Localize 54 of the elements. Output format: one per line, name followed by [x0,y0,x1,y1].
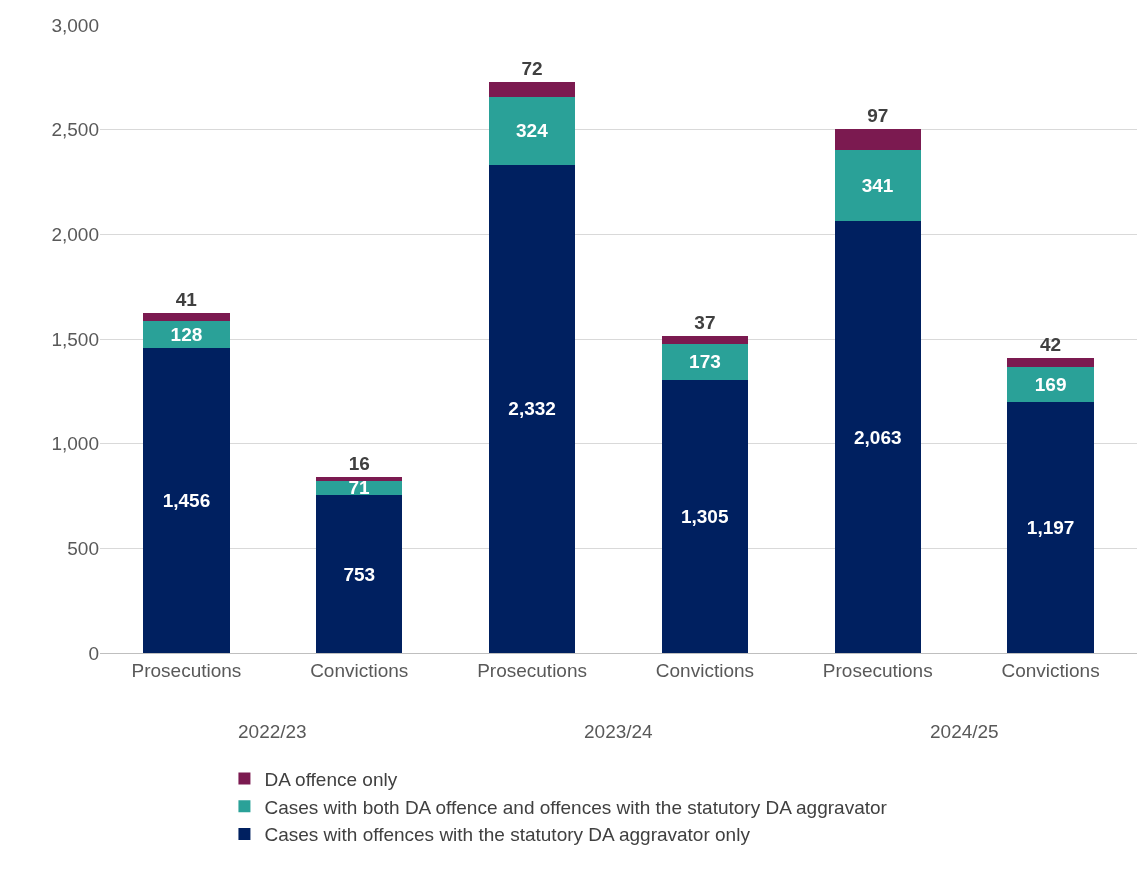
data-label: 41 [175,288,198,310]
x-tick-label: Prosecutions [477,659,587,681]
text: 2024/25 [930,721,999,742]
data-label: 71 [348,477,371,499]
bar [488,164,576,653]
x-tick-label: Prosecutions [131,659,242,681]
text: 2023/24 [584,721,654,742]
data-label: 341 [861,174,894,196]
bar [143,348,230,653]
bar [1007,367,1094,403]
legend-label: DA offence only [264,769,398,791]
x-tick-label: Prosecutions [822,659,933,681]
data-label: 1,305 [680,505,729,527]
bar [1007,402,1094,653]
x-tick-label: Convictions [1001,659,1100,681]
data-label: 16 [348,453,370,475]
bar [834,221,921,653]
y-tick-label: 2,000 [51,223,99,245]
bar [661,335,749,344]
bar [316,477,403,481]
x-tick-label: Convictions [655,659,755,681]
x-tick-label: Convictions [310,659,409,681]
bar [834,129,921,150]
bar [143,321,230,349]
bar [661,343,749,380]
y-tick-label: 1,000 [51,433,99,455]
legend-label: Cases with both DA offence and offences with the statutory DA aggravator [264,796,888,818]
y-tick-label: 2,500 [51,119,99,141]
data-label: 173 [689,351,721,373]
text: 2022/23 [238,721,307,742]
data-label: 37 [694,311,716,333]
bar [1007,358,1094,368]
data-label: 42 [1040,334,1062,356]
bar [316,495,403,653]
bar [143,312,230,322]
legend-label: Cases with offences with the statutory DA aggravator only [264,824,751,846]
bar [834,149,921,222]
y-tick-label: 500 [67,537,99,559]
y-tick-label: 1,500 [51,328,99,350]
bar [661,379,749,653]
bar [488,97,576,165]
data-label: 2,332 [508,398,556,420]
data-label: 1,456 [162,490,211,512]
data-label: 1,197 [1026,517,1075,539]
y-tick-label: 3,000 [51,14,99,36]
data-label: 72 [521,57,543,79]
y-tick-label: 0 [88,642,99,664]
bar [488,81,576,98]
data-label: 128 [170,324,203,346]
data-label: 324 [516,120,549,142]
data-label: 2,063 [853,426,902,448]
data-label: 169 [1034,374,1067,396]
data-label: 753 [343,563,376,585]
data-label: 97 [867,105,889,127]
